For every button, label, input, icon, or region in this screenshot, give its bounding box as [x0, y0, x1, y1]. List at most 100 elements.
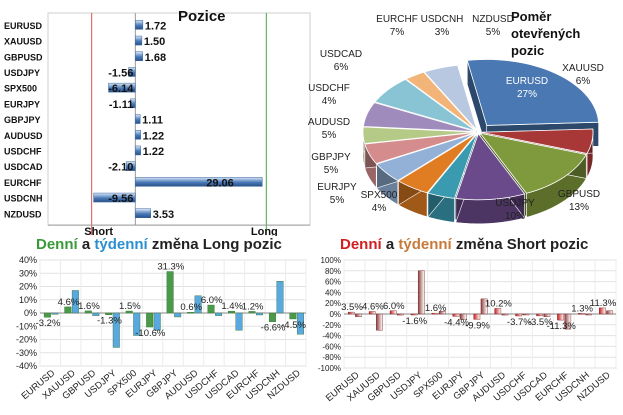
long-title-weekly: týdenní	[94, 236, 148, 253]
positions-plot-frame	[47, 12, 311, 226]
value-label-usdcnh: -6.6%	[261, 323, 286, 334]
bar-denn--gbpusd	[84, 310, 92, 314]
pie-slice-eurjpy	[397, 133, 477, 194]
bar-denn--eurusd	[43, 312, 51, 318]
pie-slice-usdchf	[362, 126, 476, 144]
value-label-eurjpy: -10.6%	[135, 328, 166, 339]
pie-label-eurchf: EURCHF	[376, 14, 418, 25]
y-tick-label: 30%	[19, 268, 37, 278]
y-tick-label: -20%	[322, 321, 341, 330]
pie-label-xauusd: XAUUSD	[562, 63, 604, 74]
pie-value-usdjpy: 10%	[505, 211, 525, 222]
y-tick-label: -30%	[16, 348, 37, 358]
bar-denn--audusd	[187, 312, 195, 314]
bar-denn--usdchf	[207, 304, 215, 314]
bar-t-denn--audusd	[501, 313, 509, 316]
pie-slice-audusd	[364, 132, 476, 165]
pie-value-usdcad: 6%	[334, 62, 349, 73]
pie-value-eurchf: 7%	[390, 27, 405, 38]
positions-category-label: NZDUSD	[4, 209, 42, 219]
bar-t-denn--eurchf	[564, 313, 572, 330]
pie-slice-gbpjpy	[375, 132, 476, 182]
positions-category-label: USDCHF	[4, 146, 42, 156]
y-tick-label: -80%	[322, 353, 341, 362]
positions-value-label: -6.14	[108, 83, 134, 95]
positions-value-label: -2.10	[108, 162, 133, 174]
value-label-usdcad: 1.4%	[221, 301, 243, 312]
positions-bar-usdchf	[135, 145, 141, 156]
bar-t-denn--audusd	[194, 295, 202, 314]
positions-bar-xauusd	[135, 35, 143, 46]
bar-denn--audusd	[494, 308, 502, 315]
bar-t-denn--gbpusd	[92, 312, 100, 316]
short-chart-title: Denní a týdenní změna Short pozic	[340, 236, 588, 253]
y-tick-label: 20%	[325, 299, 341, 308]
pie-label-usdjpy: USDJPY	[495, 198, 535, 209]
value-label-gbpusd: 1.6%	[78, 301, 100, 312]
pie-value-eurjpy: 5%	[330, 195, 345, 206]
bar-denn--eurusd	[347, 311, 355, 315]
y-tick-label: 20%	[19, 282, 37, 292]
positions-value-label: 3.53	[153, 209, 174, 221]
positions-value-label: -1.56	[108, 67, 133, 79]
y-tick-label: 0%	[24, 308, 37, 318]
bar-denn--nzdusd	[289, 312, 297, 320]
bar-denn--usdcad	[536, 313, 543, 317]
bar-t-denn--gbpjpy	[174, 312, 182, 318]
bar-t-denn--nzdusd	[296, 312, 304, 335]
positions-category-label: SPX500	[4, 84, 37, 94]
value-label-usdchf: -3.7%	[507, 317, 532, 328]
positions-value-label: 29.06	[206, 177, 234, 189]
y-tick-label: -40%	[16, 361, 37, 371]
pie-value-usdcnh: 3%	[435, 27, 450, 38]
positions-bar-usdcad	[125, 161, 136, 171]
bar-denn--eurchf	[248, 311, 256, 314]
bar-denn--usdjpy	[410, 313, 418, 316]
bar-denn--eurjpy	[452, 313, 460, 317]
bar-t-denn--usdcad	[543, 313, 551, 317]
long-chart-title: Denní a týdenní změna Long pozic	[36, 236, 282, 253]
value-label-nzdusd: 11.3%	[590, 298, 617, 309]
bar-t-denn--usdjpy	[112, 312, 120, 348]
pie-slice-eurusd	[466, 59, 600, 126]
pie-label-gbpjpy: GBPJPY	[311, 152, 351, 163]
bar-denn--nzdusd	[599, 307, 606, 315]
positions-category-label: USDCNH	[4, 194, 43, 204]
pie-value-nzdusd: 5%	[486, 27, 501, 38]
y-tick-label: -60%	[322, 342, 341, 351]
long-title-daily: Denní	[36, 236, 78, 253]
value-label-usdcad: -3.5%	[528, 317, 553, 328]
positions-chart-title: Pozice	[178, 8, 226, 25]
positions-value-label: 1.22	[143, 130, 164, 142]
positions-category-label: AUDUSD	[4, 131, 43, 141]
value-label-gbpjpy: -9.9%	[465, 320, 490, 331]
pie-label-usdcnh: USDCNH	[421, 14, 464, 25]
bar-denn--xauusd	[64, 306, 72, 314]
pie-chart-svg: EURUSD 27% XAUUSD 6% GBPUSD 13% USDJPY 10% SPX50…	[308, 14, 604, 225]
short-title-daily: Denní	[340, 236, 382, 253]
positions-bar-audusd	[135, 130, 141, 140]
bar-denn--usdjpy	[105, 312, 113, 315]
value-label-gbpusd: 6.0%	[383, 301, 405, 312]
long-title-rest: změna Long pozic	[147, 236, 282, 253]
positions-chart-svg: -20.0-10.00.010.020.030.040.0ShortLongEU…	[4, 12, 320, 249]
y-tick-label: -40%	[322, 332, 341, 341]
positions-value-label: 1.22	[143, 146, 164, 158]
bar-t-denn--nzdusd	[606, 310, 613, 315]
bar-t-denn--eurjpy	[153, 312, 161, 331]
positions-category-label: GBPUSD	[4, 52, 43, 62]
value-label-usdjpy: -1.6%	[402, 316, 427, 327]
positions-value-label: 1.72	[145, 20, 166, 32]
bar-t-denn--usdchf	[522, 313, 530, 316]
bar-t-denn--usdjpy	[417, 270, 425, 315]
positions-bar-usdcnh	[93, 192, 136, 203]
positions-value-label: 1.11	[142, 115, 163, 127]
positions-value-label: -1.11	[109, 99, 133, 111]
y-tick-label: -100%	[318, 364, 341, 373]
bar-t-denn--gbpusd	[397, 313, 404, 316]
short-reference-label: Short	[84, 226, 113, 236]
pie-slice-nzdusd	[423, 64, 478, 131]
short-title-rest: změna Short pozic	[451, 236, 589, 253]
positions-bar-gbpjpy	[135, 114, 141, 124]
bar-t-denn--eurjpy	[459, 313, 467, 320]
